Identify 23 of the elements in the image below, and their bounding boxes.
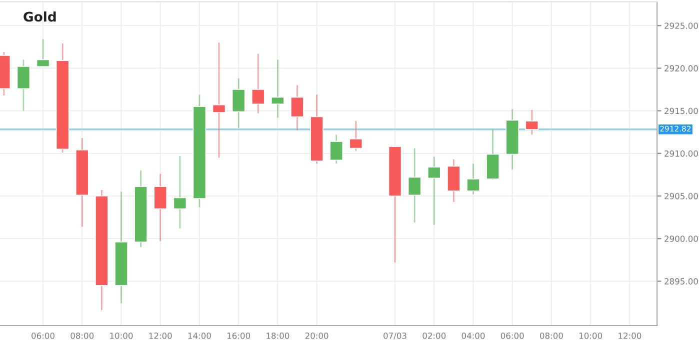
y-tick-label: 2910.00 bbox=[664, 150, 698, 157]
y-tick-label: 2915.00 bbox=[664, 108, 698, 114]
y-tick-label: 2905.00 bbox=[664, 192, 698, 200]
y-tick-label: 2895.00 bbox=[664, 278, 698, 284]
x-tick-label: 04:00 bbox=[462, 332, 485, 339]
x-tick-label: 12:00 bbox=[149, 332, 172, 339]
x-tick-label: 08:00 bbox=[70, 332, 94, 339]
x-tick-label: 07/03 bbox=[384, 332, 406, 340]
y-tick-label: 2920.00 bbox=[664, 65, 698, 72]
y-tick-label: 2900.00 bbox=[664, 236, 698, 242]
x-tick-label: 10:00 bbox=[579, 332, 602, 339]
x-tick-label: 12:00 bbox=[618, 332, 642, 339]
y-tick-label: 2925.00 bbox=[664, 22, 698, 29]
x-tick-label: 10:00 bbox=[110, 332, 133, 339]
x-tick-label: 18:00 bbox=[266, 332, 290, 339]
x-tick-label: 20:00 bbox=[305, 332, 328, 339]
x-tick-label: 06:00 bbox=[32, 332, 54, 339]
x-tick-label: 14:00 bbox=[188, 332, 211, 339]
x-tick-label: 08:00 bbox=[540, 332, 563, 339]
text: Gold bbox=[24, 11, 56, 22]
x-tick-label: 16:00 bbox=[227, 332, 250, 339]
x-tick-label: 06:00 bbox=[500, 332, 524, 339]
x-tick-label: 02:00 bbox=[422, 332, 446, 339]
